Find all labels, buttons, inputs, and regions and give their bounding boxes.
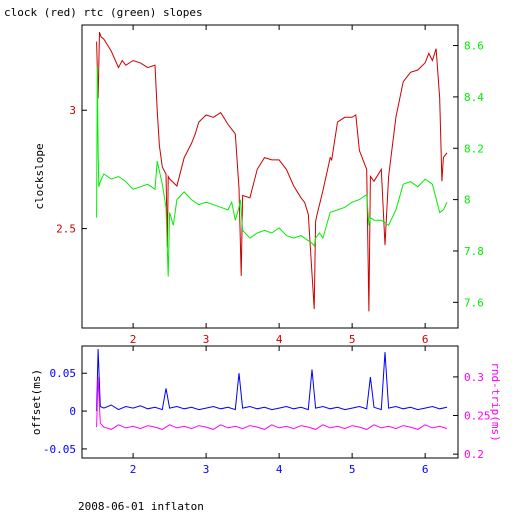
y2-tick-label: 0.3 xyxy=(464,371,484,384)
series-line-rtc xyxy=(96,66,448,277)
y-axis-label: offset(ms) xyxy=(30,369,43,435)
chart-footer: 2008-06-01 inflaton xyxy=(78,500,204,512)
y-axis-label: clockslope xyxy=(33,143,46,209)
x-tick-label: 4 xyxy=(276,333,283,346)
y2-tick-label: 7.8 xyxy=(464,245,484,258)
series-line-offset xyxy=(96,348,448,412)
x-tick-label: 3 xyxy=(203,463,210,476)
y2-tick-label: 8.2 xyxy=(464,142,484,155)
y2-tick-label: 7.6 xyxy=(464,296,484,309)
y-tick-label: 0.05 xyxy=(50,367,77,380)
y2-axis-label: rnd-trip(ms) xyxy=(489,362,502,441)
plot-frame xyxy=(81,24,459,329)
y2-tick-label: 0.25 xyxy=(464,410,491,423)
y2-tick-label: 8 xyxy=(464,194,471,207)
y2-tick-label: 8.4 xyxy=(464,91,484,104)
x-tick-label: 2 xyxy=(130,463,137,476)
chart-title: clock (red) rtc (green) slopes xyxy=(4,6,203,19)
y2-tick-label: 0.2 xyxy=(464,448,484,461)
y-tick-label: -0.05 xyxy=(43,443,76,456)
y-tick-label: 3 xyxy=(69,104,76,117)
x-tick-label: 3 xyxy=(203,333,210,346)
x-tick-label: 6 xyxy=(422,463,429,476)
clock-rtc-panel: 2 3 4 5 6 2.5 3 7.6 7.8 8 8.2 8.4 8.6 clockslope xyxy=(33,24,484,346)
x-tick-label: 5 xyxy=(349,463,356,476)
y2-tick-label: 8.6 xyxy=(464,40,484,53)
offset-rndtrip-panel: 2 3 4 5 6 -0.05 0 0.05 0.2 0.25 0.3 offset(ms) rnd-t… xyxy=(30,345,502,476)
x-tick-label: 2 xyxy=(130,333,137,346)
y-tick-label: 0 xyxy=(69,405,76,418)
series-line-clock xyxy=(96,31,448,312)
x-tick-label: 6 xyxy=(422,333,429,346)
x-tick-label: 4 xyxy=(276,463,283,476)
series-line-rnd-trip xyxy=(96,376,448,430)
y-tick-label: 2.5 xyxy=(56,223,76,236)
x-tick-label: 5 xyxy=(349,333,356,346)
plot-frame xyxy=(81,345,459,459)
